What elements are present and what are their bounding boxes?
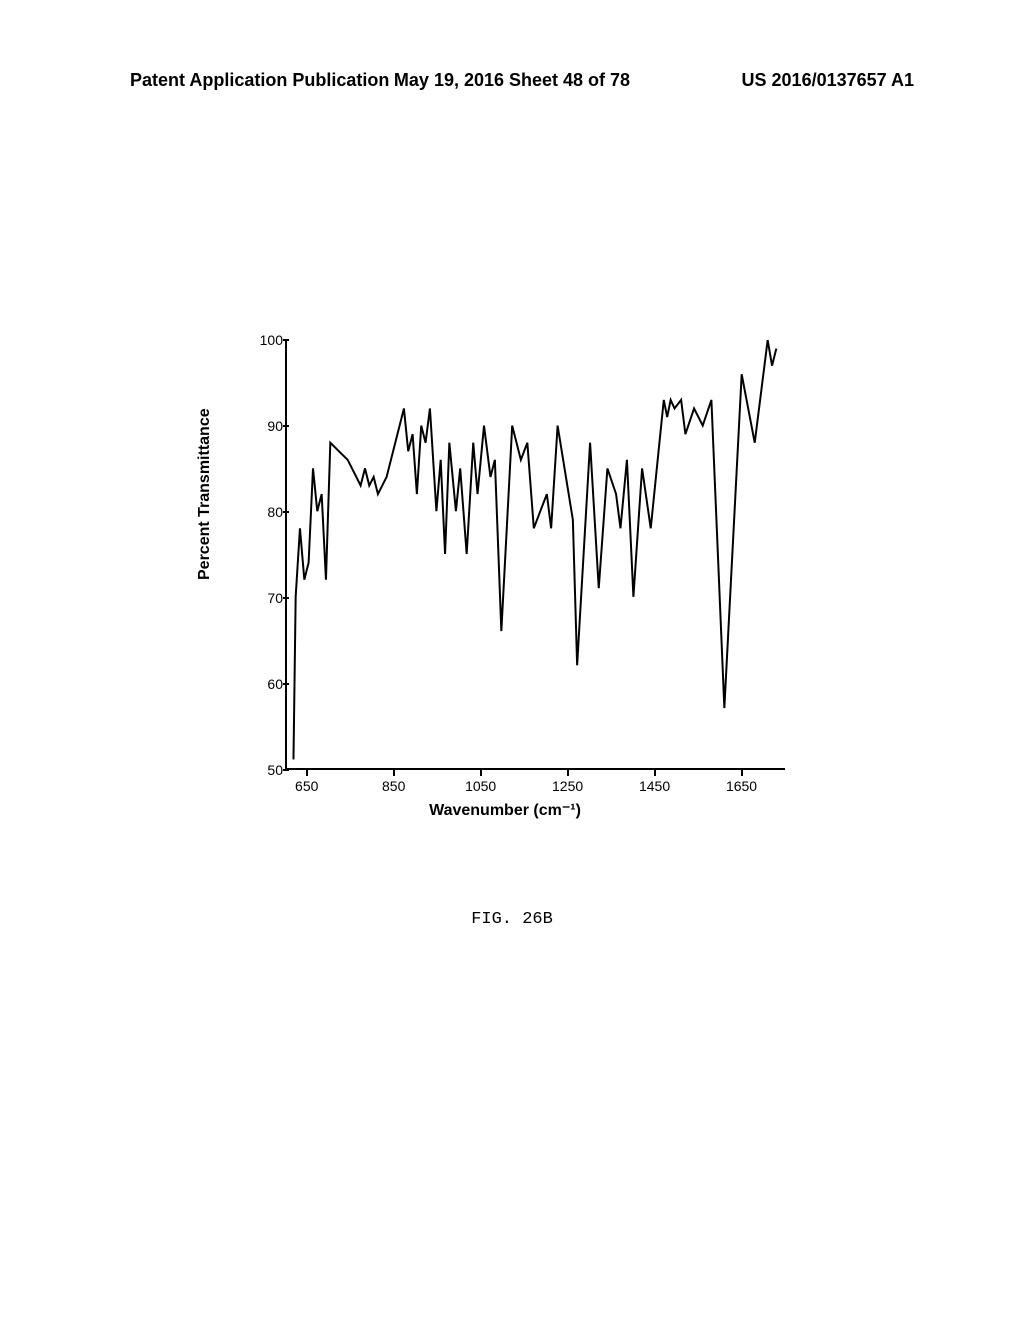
y-axis-label: Percent Transmittance xyxy=(196,408,214,580)
spectrum-line xyxy=(287,340,785,768)
figure-caption: FIG. 26B xyxy=(471,910,553,929)
x-tick-mark xyxy=(654,770,656,776)
header-left: Patent Application Publication xyxy=(130,70,389,91)
x-tick-label: 850 xyxy=(382,778,405,794)
header-center: May 19, 2016 Sheet 48 of 78 xyxy=(394,70,630,91)
header-right: US 2016/0137657 A1 xyxy=(742,70,914,91)
y-tick-mark xyxy=(283,597,289,599)
x-tick-mark xyxy=(306,770,308,776)
y-tick-label: 90 xyxy=(255,418,283,434)
x-axis-label: Wavenumber (cm⁻¹) xyxy=(429,800,581,820)
y-tick-label: 70 xyxy=(255,590,283,606)
y-tick-label: 80 xyxy=(255,504,283,520)
x-tick-label: 1450 xyxy=(639,778,670,794)
x-tick-mark xyxy=(567,770,569,776)
x-tick-label: 1250 xyxy=(552,778,583,794)
y-tick-mark xyxy=(283,511,289,513)
x-tick-label: 650 xyxy=(295,778,318,794)
y-tick-mark xyxy=(283,683,289,685)
y-tick-mark xyxy=(283,425,289,427)
x-tick-label: 1050 xyxy=(465,778,496,794)
y-tick-label: 60 xyxy=(255,676,283,692)
y-tick-mark xyxy=(283,339,289,341)
ir-spectrum-chart: Percent Transmittance 5060708090100 6508… xyxy=(215,330,795,830)
x-tick-mark xyxy=(480,770,482,776)
x-tick-mark xyxy=(393,770,395,776)
y-tick-label: 50 xyxy=(255,762,283,778)
x-tick-mark xyxy=(741,770,743,776)
y-tick-label: 100 xyxy=(255,332,283,348)
page-header: Patent Application Publication May 19, 2… xyxy=(0,70,1024,91)
y-tick-mark xyxy=(283,769,289,771)
plot-area xyxy=(285,340,785,770)
x-tick-label: 1650 xyxy=(726,778,757,794)
